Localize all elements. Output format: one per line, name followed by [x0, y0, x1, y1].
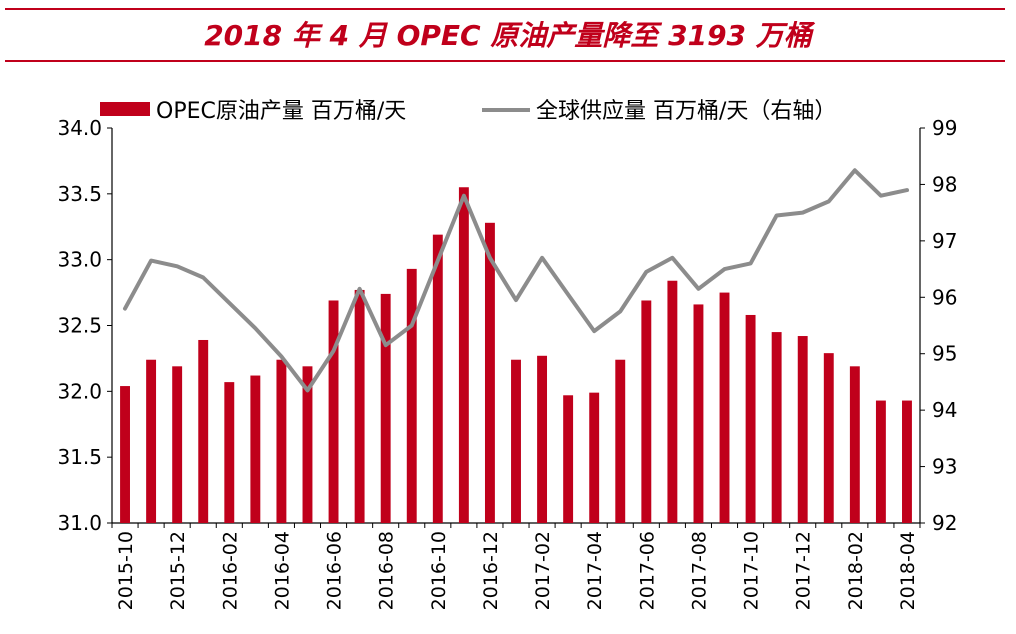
x-tick-label: 2018-02 — [845, 531, 867, 610]
opec-bar — [198, 339, 209, 523]
bar-series — [120, 187, 912, 524]
chart-axes: 31.0 31.5 32.0 32.5 33.0 33.5 34.0 92 93 94 95 96 97… — [57, 116, 957, 610]
opec-bar — [902, 400, 912, 523]
opec-bar — [745, 314, 756, 523]
right-tick-label: 92 — [932, 511, 957, 535]
opec-bar — [849, 366, 860, 523]
title-rule-bottom — [5, 60, 1005, 62]
right-tick-label: 99 — [932, 116, 957, 140]
opec-bar — [641, 300, 652, 523]
opec-bar — [615, 359, 626, 523]
left-tick-label: 32.5 — [57, 314, 102, 338]
line-series — [123, 168, 909, 393]
right-tick-label: 93 — [932, 455, 957, 479]
x-tick-label: 2015-12 — [167, 531, 189, 610]
legend-label-opec: OPEC原油产量 百万桶/天 — [156, 99, 406, 124]
left-tick-label: 34.0 — [57, 116, 102, 140]
opec-bar — [589, 392, 600, 523]
opec-bar — [537, 355, 548, 523]
x-tick-label: 2017-12 — [793, 531, 815, 610]
left-tick-label: 33.5 — [57, 182, 102, 206]
x-tick-label: 2015-10 — [115, 531, 137, 610]
opec-bar — [667, 280, 678, 523]
x-tick-label: 2016-12 — [480, 531, 502, 610]
left-tick-label: 31.5 — [57, 445, 102, 469]
x-tick-label: 2016-04 — [271, 531, 293, 610]
x-tick-label: 2017-02 — [532, 531, 554, 610]
opec-bar — [458, 187, 469, 523]
opec-bar — [511, 359, 521, 523]
x-tick-label: 2017-04 — [584, 531, 606, 610]
opec-bar — [875, 400, 886, 523]
opec-bar — [380, 293, 391, 523]
opec-bar — [771, 332, 782, 523]
right-tick-label: 95 — [932, 342, 957, 366]
x-tick-label: 2017-08 — [688, 531, 710, 610]
opec-bar — [823, 353, 834, 523]
x-tick-label: 2018-04 — [897, 531, 919, 610]
opec-bar — [797, 336, 808, 523]
opec-bar — [432, 234, 443, 523]
left-tick-label: 32.0 — [57, 379, 102, 403]
opec-bar — [120, 386, 130, 523]
opec-bar — [328, 300, 339, 523]
opec-bar — [302, 366, 313, 523]
legend-label-global-supply: 全球供应量 百万桶/天（右轴） — [536, 99, 836, 124]
left-tick-label: 31.0 — [57, 511, 102, 535]
right-tick-label: 97 — [932, 229, 957, 253]
x-tick-label: 2016-06 — [324, 531, 346, 610]
opec-bar — [719, 292, 730, 523]
opec-bar — [484, 222, 495, 524]
opec-bar — [224, 382, 235, 523]
x-tick-label: 2017-06 — [636, 531, 658, 610]
opec-bar — [563, 395, 574, 523]
x-tick-label: 2016-08 — [376, 531, 398, 610]
chart-legend: OPEC原油产量 百万桶/天 全球供应量 百万桶/天（右轴） — [100, 99, 836, 124]
x-tick-label: 2016-10 — [428, 531, 450, 610]
opec-bar — [693, 304, 704, 523]
legend-swatch-opec — [100, 102, 150, 116]
opec-bar — [172, 366, 183, 523]
right-tick-label: 94 — [932, 398, 957, 422]
opec-bar — [146, 359, 157, 523]
opec-bar — [406, 268, 417, 523]
chart-title: 2018 年 4 月 OPEC 原油产量降至 3193 万桶 — [204, 19, 812, 52]
title-rule-top — [5, 8, 1005, 10]
x-tick-label: 2016-02 — [219, 531, 241, 610]
right-tick-label: 98 — [932, 172, 957, 196]
left-tick-label: 33.0 — [57, 248, 102, 272]
opec-bar — [250, 375, 261, 523]
opec-bar — [276, 359, 287, 523]
x-tick-label: 2017-10 — [741, 531, 763, 610]
opec-bar — [354, 289, 365, 523]
right-tick-label: 96 — [932, 285, 957, 309]
global-supply-line — [123, 168, 909, 393]
